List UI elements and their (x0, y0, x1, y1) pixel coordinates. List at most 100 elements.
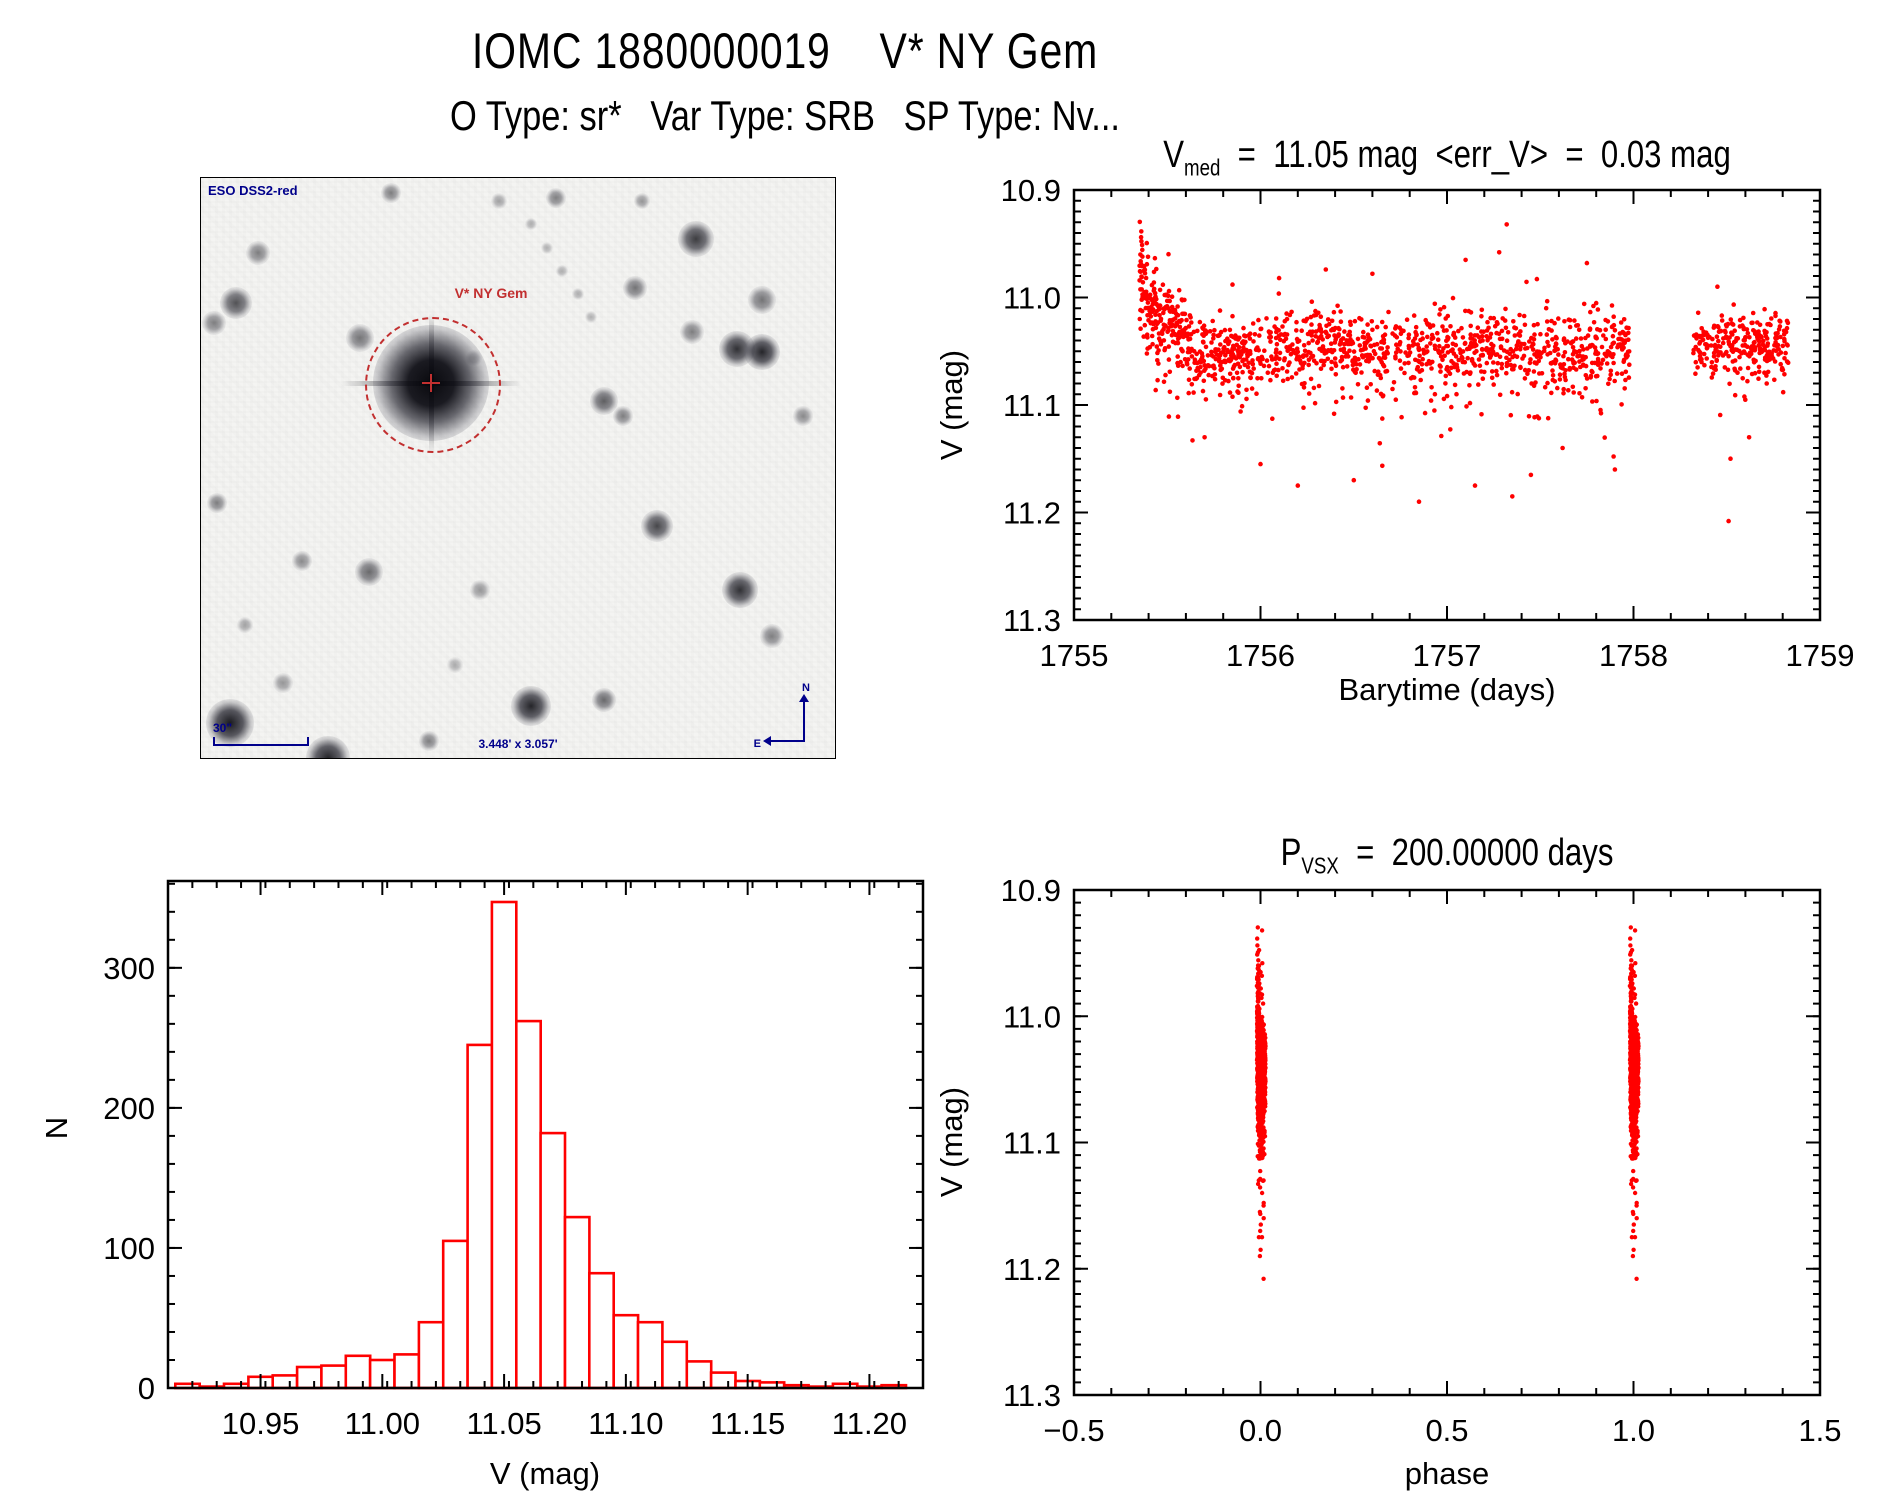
data-point (1499, 361, 1505, 367)
data-point (1585, 333, 1591, 338)
data-point (1713, 367, 1718, 373)
data-point (1733, 347, 1738, 352)
data-point (1432, 391, 1438, 397)
data-point (1309, 299, 1315, 305)
data-point (1521, 353, 1527, 359)
data-point (1480, 338, 1485, 343)
data-point (1710, 371, 1716, 376)
data-point (1561, 336, 1567, 341)
data-point (1462, 341, 1468, 347)
data-point (1498, 344, 1504, 349)
data-point (1750, 310, 1756, 316)
histogram-bar (441, 1239, 469, 1390)
data-point (1293, 371, 1299, 376)
data-point (1251, 339, 1256, 344)
data-point (1447, 371, 1453, 377)
data-point (1746, 435, 1752, 440)
data-point (1593, 351, 1598, 356)
data-point (1729, 343, 1735, 348)
data-point (1526, 368, 1531, 373)
data-point (1734, 336, 1740, 341)
data-point (1180, 363, 1185, 369)
scale-bar: 30" (213, 721, 309, 746)
data-point (1274, 341, 1280, 347)
data-point (1583, 363, 1589, 369)
target-crosshair-v (430, 374, 432, 392)
data-point (1562, 350, 1568, 355)
data-point (1267, 335, 1272, 340)
data-point (1308, 350, 1313, 356)
data-point (1606, 381, 1611, 387)
data-point (1258, 1168, 1263, 1174)
data-point (1550, 373, 1556, 378)
data-point (1469, 356, 1475, 362)
data-point (1385, 345, 1390, 350)
data-point (1494, 320, 1500, 325)
data-point (1782, 336, 1787, 342)
data-point (1594, 398, 1599, 404)
data-point (1751, 340, 1757, 346)
data-point (1628, 943, 1633, 948)
data-point (1588, 375, 1593, 380)
data-point (1629, 1097, 1634, 1102)
data-point (1612, 378, 1617, 384)
data-point (1427, 361, 1433, 366)
data-point (1201, 378, 1207, 384)
data-point (1578, 336, 1584, 341)
data-point (1531, 337, 1537, 342)
data-point (1629, 1009, 1635, 1014)
data-point (1329, 318, 1335, 324)
data-point (1784, 359, 1790, 364)
data-point (1752, 347, 1758, 353)
data-point (1783, 350, 1788, 356)
data-point (1202, 363, 1207, 368)
data-point (1307, 329, 1313, 335)
data-point (1255, 966, 1260, 971)
data-point (1139, 238, 1144, 244)
data-point (1311, 358, 1317, 364)
data-point (1338, 358, 1343, 364)
data-point (1170, 322, 1175, 328)
data-point (1308, 314, 1314, 320)
field-star (748, 286, 776, 314)
data-point (1144, 240, 1150, 246)
data-point (1519, 341, 1524, 347)
field-star (546, 188, 566, 208)
data-point (1699, 326, 1704, 331)
data-point (1142, 270, 1148, 276)
data-point (1561, 353, 1566, 359)
data-point (1418, 337, 1423, 343)
data-point (1344, 364, 1350, 369)
data-point (1612, 328, 1618, 333)
data-point (1621, 317, 1627, 322)
data-point (1184, 360, 1190, 366)
phase-plot-x-axis-label: phase (1404, 1456, 1490, 1491)
histogram-bar (709, 1371, 737, 1390)
data-point (1722, 365, 1728, 370)
data-point (1329, 366, 1334, 372)
data-point (1528, 357, 1533, 362)
data-point (1186, 377, 1192, 383)
data-point (1153, 325, 1159, 331)
x-tick-label: 1758 (1599, 638, 1668, 673)
data-point (1435, 330, 1440, 336)
data-point (1151, 321, 1156, 327)
data-point (1188, 315, 1193, 320)
data-point (1468, 336, 1473, 341)
data-point (1528, 472, 1534, 478)
compass-north-arrowhead-icon (799, 694, 809, 702)
data-point (1394, 342, 1399, 348)
data-point (1561, 386, 1566, 392)
histogram-bar (295, 1365, 323, 1390)
data-point (1761, 347, 1766, 352)
data-point (1203, 344, 1209, 350)
x-tick-label: 1757 (1413, 638, 1482, 673)
data-point (1365, 398, 1371, 403)
data-point (1445, 313, 1451, 319)
data-point (1695, 365, 1700, 370)
data-point (1288, 346, 1293, 352)
data-point (1536, 349, 1542, 355)
data-point (1270, 416, 1275, 422)
data-point (1191, 329, 1197, 335)
